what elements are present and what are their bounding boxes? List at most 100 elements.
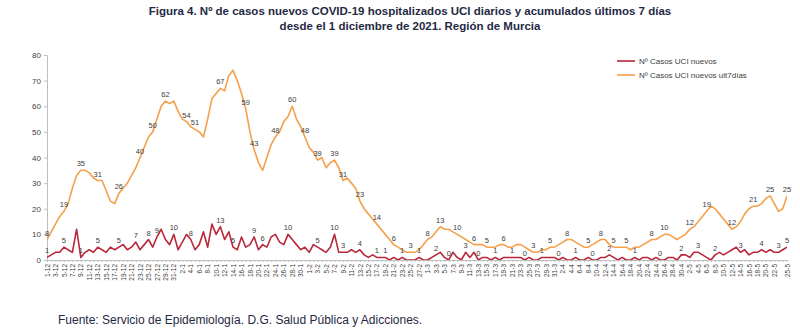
x-tick-label: 6-4 (576, 264, 583, 274)
data-label: 21 (749, 195, 757, 204)
x-tick-mark (597, 260, 598, 262)
data-label: 10 (453, 223, 461, 232)
x-tick-mark (584, 260, 585, 262)
x-tick-mark (296, 260, 297, 262)
x-tick: 8-4 (585, 260, 592, 273)
x-tick (643, 260, 644, 262)
x-tick-mark (267, 260, 268, 262)
data-label: 0 (523, 249, 527, 258)
x-tick-label: 25-5 (784, 264, 791, 277)
y-tick-label: 60 (32, 102, 41, 111)
data-label: 59 (242, 98, 250, 107)
x-tick-label: 27-3 (534, 264, 541, 277)
x-tick-mark (72, 260, 73, 262)
x-tick-mark (449, 260, 450, 262)
series-line (47, 224, 787, 260)
x-tick-mark (153, 260, 154, 262)
x-tick (102, 260, 103, 262)
x-tick-mark (428, 260, 429, 262)
x-tick-mark (237, 260, 238, 262)
x-tick-mark (305, 260, 306, 262)
x-tick: 11-12 (86, 260, 93, 280)
x-tick-label: 16-5 (746, 264, 753, 277)
data-label: 1 (400, 246, 404, 255)
x-tick-mark (123, 260, 124, 262)
x-tick (246, 260, 247, 262)
x-tick-label: 5-2 (323, 264, 330, 274)
x-tick: 27-2 (416, 260, 423, 277)
x-tick: 14-4 (610, 260, 617, 277)
x-tick-mark (478, 260, 479, 262)
source-note: Fuente: Servicio de Epidemiología. D.G. … (58, 313, 422, 327)
x-tick (415, 260, 416, 262)
data-label: 1 (510, 246, 514, 255)
x-tick-mark (140, 260, 141, 262)
x-tick-mark (220, 260, 221, 262)
data-label: 19 (60, 200, 68, 209)
x-tick-mark (470, 260, 471, 262)
x-tick-label: 23-3 (517, 264, 524, 277)
x-tick (686, 260, 687, 262)
x-tick-mark (635, 260, 636, 262)
x-tick-mark (495, 260, 496, 262)
x-tick (516, 260, 517, 262)
x-tick-mark (508, 260, 509, 262)
x-tick-mark (719, 260, 720, 262)
x-tick-mark (715, 260, 716, 262)
data-label: 5 (62, 236, 66, 245)
x-tick-label: 22-5 (771, 264, 778, 277)
x-tick-label: 25-2 (407, 264, 414, 277)
x-tick-mark (694, 260, 695, 262)
data-label: 2 (713, 244, 717, 253)
x-tick-mark (660, 260, 661, 262)
x-tick-mark (601, 260, 602, 262)
x-tick-mark (770, 260, 771, 262)
data-label: 3 (409, 241, 413, 250)
x-tick-mark (326, 260, 327, 262)
x-tick: 31-12 (170, 260, 177, 281)
x-tick-mark (677, 260, 678, 262)
x-tick-mark (779, 260, 780, 262)
x-tick: 18-1 (247, 260, 254, 277)
x-tick-mark (318, 260, 319, 262)
data-label: 5 (316, 236, 320, 245)
x-tick-mark (652, 260, 653, 262)
x-tick-mark (102, 260, 103, 262)
x-tick (356, 260, 357, 262)
data-label: 23 (356, 190, 364, 199)
data-label: 8 (146, 229, 150, 238)
y-tick: 60 (32, 102, 47, 111)
x-tick: 2-4 (559, 260, 566, 273)
x-tick-mark (563, 260, 564, 262)
x-tick (609, 260, 610, 262)
x-tick-label: 18-5 (754, 264, 761, 277)
x-tick (753, 260, 754, 262)
x-tick-label: 7-3 (450, 264, 457, 274)
x-tick: 15-12 (103, 260, 110, 281)
x-tick-mark (144, 260, 145, 262)
data-label: 6 (261, 234, 265, 243)
x-tick (271, 260, 272, 262)
y-tick-mark (44, 260, 47, 261)
data-label: 12 (728, 218, 736, 227)
x-tick-mark (673, 260, 674, 262)
x-tick-mark (89, 260, 90, 262)
data-label: 19 (702, 200, 710, 209)
x-tick-mark (385, 260, 386, 262)
x-tick-mark (491, 260, 492, 262)
data-label: 1 (45, 246, 49, 255)
x-tick: 2-1 (179, 260, 186, 273)
x-tick-mark (728, 260, 729, 262)
x-tick-mark (483, 260, 484, 262)
x-tick-mark (127, 260, 128, 262)
x-tick-label: 26-1 (280, 264, 287, 277)
x-tick: 16-4 (619, 260, 626, 277)
x-tick-mark (351, 260, 352, 262)
data-label: 1 (375, 246, 379, 255)
x-tick-mark (309, 260, 310, 262)
y-tick: 70 (32, 77, 47, 86)
x-tick-mark (174, 260, 175, 262)
x-tick-mark (330, 260, 331, 262)
x-tick-mark (170, 260, 171, 262)
x-tick (745, 260, 746, 262)
